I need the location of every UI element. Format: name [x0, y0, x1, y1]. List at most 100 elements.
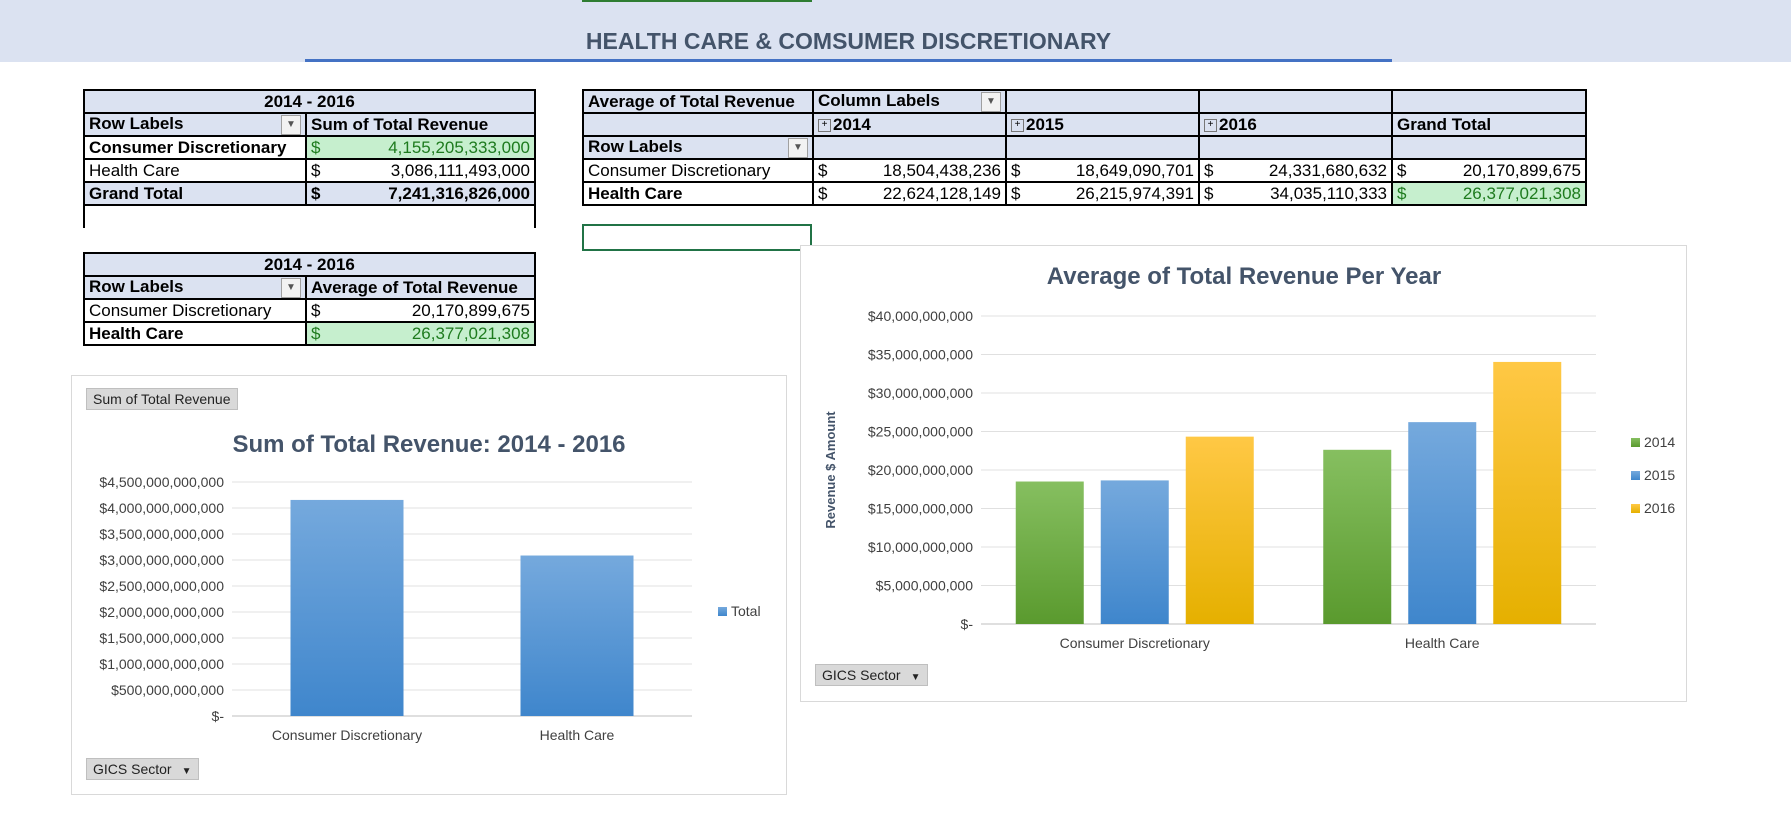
bar: [290, 499, 404, 716]
bar: [1100, 480, 1169, 624]
row-labels-header[interactable]: Row Labels ▼: [83, 112, 307, 137]
pivot-sum-table: 2014 - 2016 Row Labels ▼ Sum of Total Rev…: [83, 89, 536, 228]
expand-icon[interactable]: +: [818, 118, 831, 132]
pivot-caption: 2014 - 2016: [83, 89, 536, 114]
y-tick-label: $2,500,000,000,000: [99, 578, 224, 594]
sum-revenue-chart[interactable]: Sum of Total Revenue GICS Sector ▼ Sum of…: [71, 375, 787, 795]
title-banner: [0, 0, 1791, 62]
value-cell[interactable]: $3,086,111,493,000: [305, 158, 536, 183]
filter-dropdown-icon[interactable]: ▼: [981, 92, 1001, 112]
column-labels-header[interactable]: Column Labels ▼: [812, 89, 1007, 114]
title-underline: [305, 59, 1392, 62]
y-tick-label: $1,500,000,000,000: [99, 630, 224, 646]
year-header[interactable]: +2016: [1198, 112, 1393, 137]
chart-plot: Average of Total Revenue Per Year Revenue…: [823, 263, 1675, 651]
axis-field-button[interactable]: GICS Sector ▼: [815, 664, 928, 686]
empty-header: [812, 135, 1007, 160]
empty-cell[interactable]: [83, 204, 536, 228]
empty-header: [1198, 89, 1393, 114]
empty-header: [1005, 89, 1200, 114]
y-tick-label: $500,000,000,000: [111, 682, 224, 698]
value-cell[interactable]: $24,331,680,632: [1198, 158, 1393, 183]
year-header[interactable]: +2015: [1005, 112, 1200, 137]
year-header[interactable]: +2014: [812, 112, 1007, 137]
row-label[interactable]: Consumer Discretionary: [582, 158, 814, 183]
row-labels-header[interactable]: Row Labels ▼: [582, 135, 814, 160]
selected-column-indicator: [582, 0, 812, 2]
bar: [1015, 481, 1084, 624]
grand-total-value[interactable]: $7,241,316,826,000: [305, 181, 536, 206]
bar: [520, 555, 634, 716]
grand-total-label[interactable]: Grand Total: [83, 181, 307, 206]
bar: [1185, 436, 1254, 624]
row-labels-header[interactable]: Row Labels ▼: [83, 275, 307, 300]
empty-header: [1391, 89, 1587, 114]
legend-swatch: [1631, 438, 1640, 447]
dropdown-arrow-icon[interactable]: ▼: [910, 672, 921, 683]
empty-header: [1391, 135, 1587, 160]
value-cell[interactable]: $26,215,974,391: [1005, 181, 1200, 206]
filter-dropdown-icon[interactable]: ▼: [281, 278, 301, 298]
row-label[interactable]: Consumer Discretionary: [83, 135, 307, 160]
pivot-average-table: 2014 - 2016 Row Labels ▼ Average of Total…: [83, 252, 536, 346]
x-tick-label: Consumer Discretionary: [272, 727, 422, 743]
value-header[interactable]: Average of Total Revenue: [305, 275, 536, 300]
x-tick-label: Health Care: [540, 727, 615, 743]
y-tick-label: $-: [961, 616, 974, 632]
value-cell[interactable]: $22,624,128,149: [812, 181, 1007, 206]
average-revenue-chart[interactable]: GICS Sector ▼ Average of Total Revenue Pe…: [800, 245, 1687, 702]
active-cell-selection[interactable]: [582, 224, 812, 251]
y-axis-label: Revenue $ Amount: [823, 411, 838, 529]
legend-swatch: [718, 607, 727, 616]
value-cell[interactable]: $26,377,021,308: [1391, 181, 1587, 206]
value-cell[interactable]: $20,170,899,675: [305, 298, 536, 323]
y-tick-label: $40,000,000,000: [868, 308, 973, 324]
y-tick-label: $3,000,000,000,000: [99, 552, 224, 568]
y-tick-label: $4,000,000,000,000: [99, 500, 224, 516]
chart-title: Average of Total Revenue Per Year: [1047, 263, 1441, 290]
empty-header: [1005, 135, 1200, 160]
value-cell[interactable]: $18,649,090,701: [1005, 158, 1200, 183]
filter-dropdown-icon[interactable]: ▼: [281, 115, 301, 135]
x-tick-label: Consumer Discretionary: [1060, 635, 1210, 651]
y-tick-label: $1,000,000,000,000: [99, 656, 224, 672]
y-tick-label: $-: [212, 708, 225, 724]
legend-swatch: [1631, 471, 1640, 480]
row-label[interactable]: Health Care: [582, 181, 814, 206]
bar: [1408, 422, 1477, 624]
legend-entry: 2015: [1644, 467, 1675, 483]
values-field-button[interactable]: Sum of Total Revenue: [86, 388, 238, 410]
row-label[interactable]: Health Care: [83, 321, 307, 346]
y-tick-label: $4,500,000,000,000: [99, 474, 224, 490]
y-tick-label: $20,000,000,000: [868, 462, 973, 478]
legend-entry: 2014: [1644, 434, 1675, 450]
bar: [1493, 361, 1562, 624]
page-title: HEALTH CARE & COMSUMER DISCRETIONARY: [585, 28, 1112, 54]
chart-title: Sum of Total Revenue: 2014 - 2016: [232, 431, 625, 458]
filter-dropdown-icon[interactable]: ▼: [788, 138, 808, 158]
chart-plot: Sum of Total Revenue: 2014 - 2016 $- $500,…: [99, 431, 761, 743]
pivot-caption: 2014 - 2016: [83, 252, 536, 277]
pivot-average-by-year-table: Average of Total Revenue Column Labels ▼ …: [582, 89, 1587, 206]
dropdown-arrow-icon[interactable]: ▼: [181, 766, 192, 777]
empty-header: [1198, 135, 1393, 160]
value-cell[interactable]: $26,377,021,308: [305, 321, 536, 346]
y-tick-label: $5,000,000,000: [876, 578, 974, 594]
value-cell[interactable]: $34,035,110,333: [1198, 181, 1393, 206]
values-label[interactable]: Average of Total Revenue: [582, 89, 814, 114]
y-tick-label: $2,000,000,000,000: [99, 604, 224, 620]
axis-field-button[interactable]: GICS Sector ▼: [86, 758, 199, 780]
y-tick-label: $3,500,000,000,000: [99, 526, 224, 542]
value-cell[interactable]: $20,170,899,675: [1391, 158, 1587, 183]
expand-icon[interactable]: +: [1011, 118, 1024, 132]
value-header[interactable]: Sum of Total Revenue: [305, 112, 536, 137]
value-cell[interactable]: $18,504,438,236: [812, 158, 1007, 183]
grand-total-header[interactable]: Grand Total: [1391, 112, 1587, 137]
x-tick-label: Health Care: [1405, 635, 1480, 651]
expand-icon[interactable]: +: [1204, 118, 1217, 132]
row-label[interactable]: Consumer Discretionary: [83, 298, 307, 323]
row-label[interactable]: Health Care: [83, 158, 307, 183]
legend-swatch: [1631, 504, 1640, 513]
legend-entry: Total: [731, 603, 761, 619]
value-cell[interactable]: $4,155,205,333,000: [305, 135, 536, 160]
